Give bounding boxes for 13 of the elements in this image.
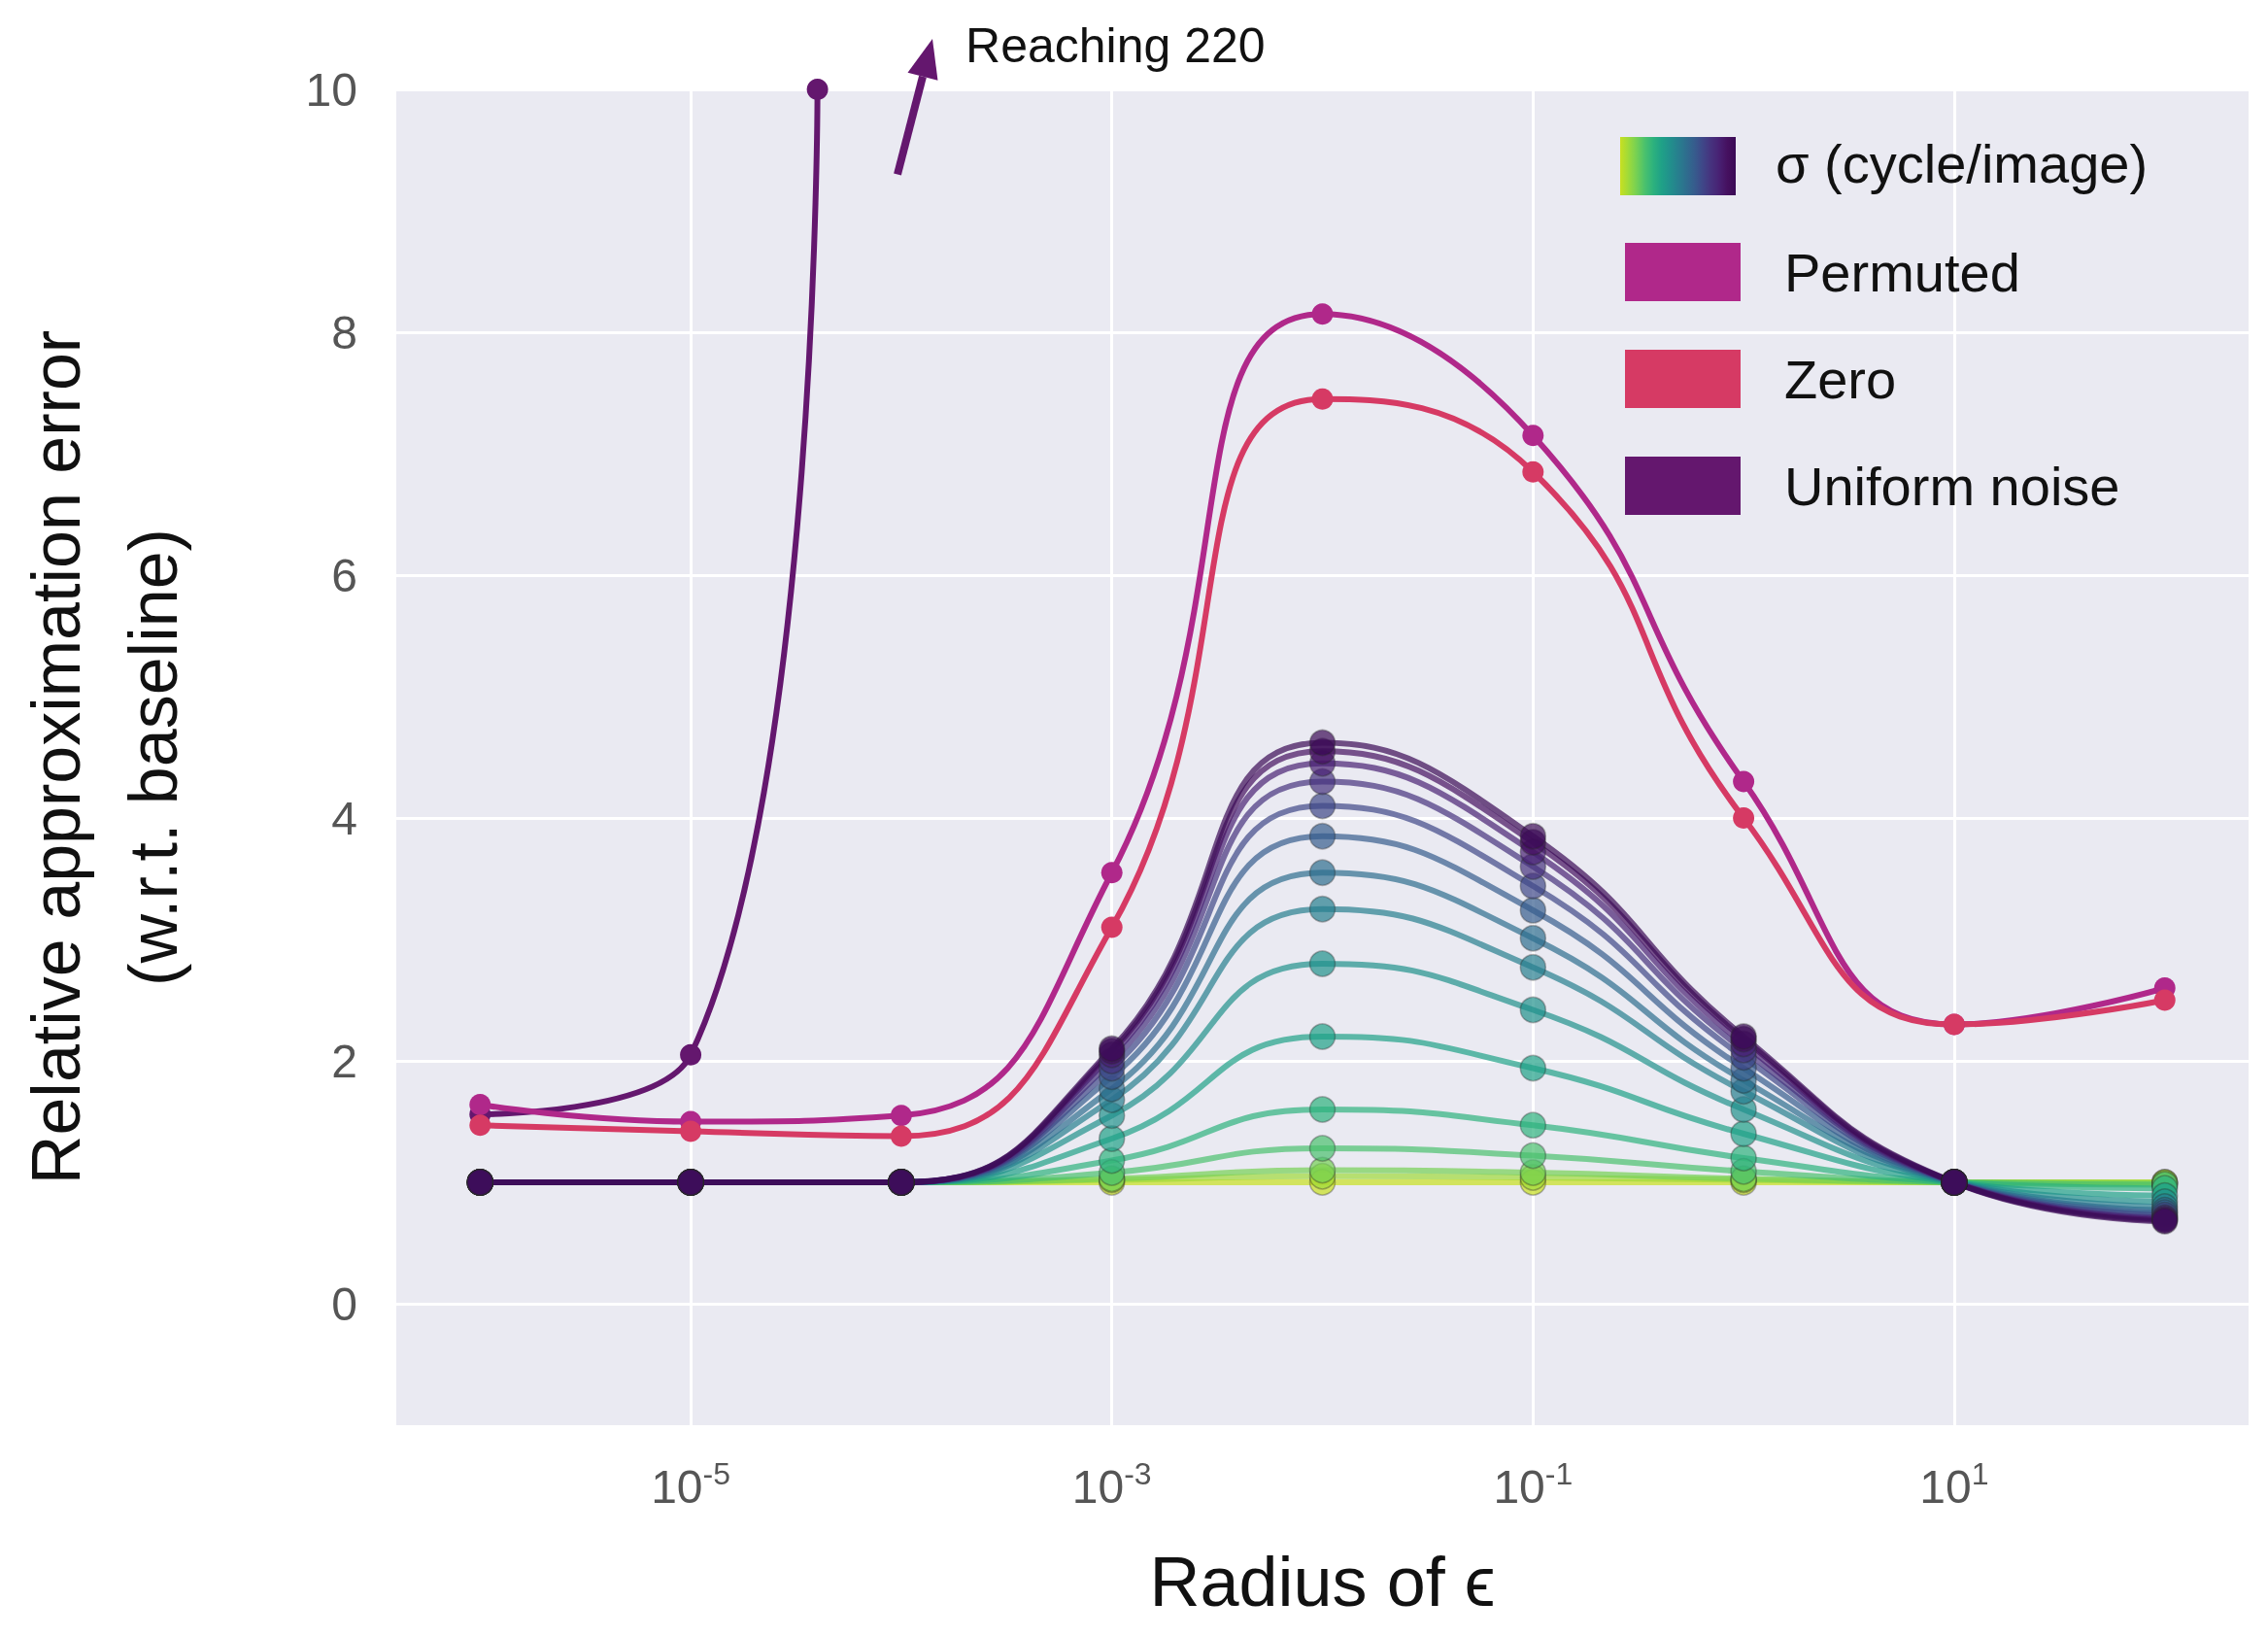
- y-tick-label: 2: [331, 1035, 357, 1087]
- y-tick-label: 0: [331, 1278, 357, 1330]
- y-axis-title: Relative approximation error (w.r.t. baseline): [18, 329, 191, 1185]
- y-tick-label: 4: [331, 792, 357, 844]
- color-bar-title: σ (cycle/image): [1776, 132, 2149, 195]
- x-axis-title: Radius of ϵ: [1149, 1543, 1496, 1620]
- y-tick-label: 10: [305, 63, 357, 116]
- legend-label: Uniform noise: [1784, 455, 2120, 517]
- legend-label: Zero: [1784, 348, 1897, 410]
- text: Reaching 220: [965, 17, 1266, 74]
- y-tick-label: 6: [331, 549, 357, 601]
- y-tick-label: 8: [331, 306, 357, 358]
- legend-label: Permuted: [1784, 241, 2020, 303]
